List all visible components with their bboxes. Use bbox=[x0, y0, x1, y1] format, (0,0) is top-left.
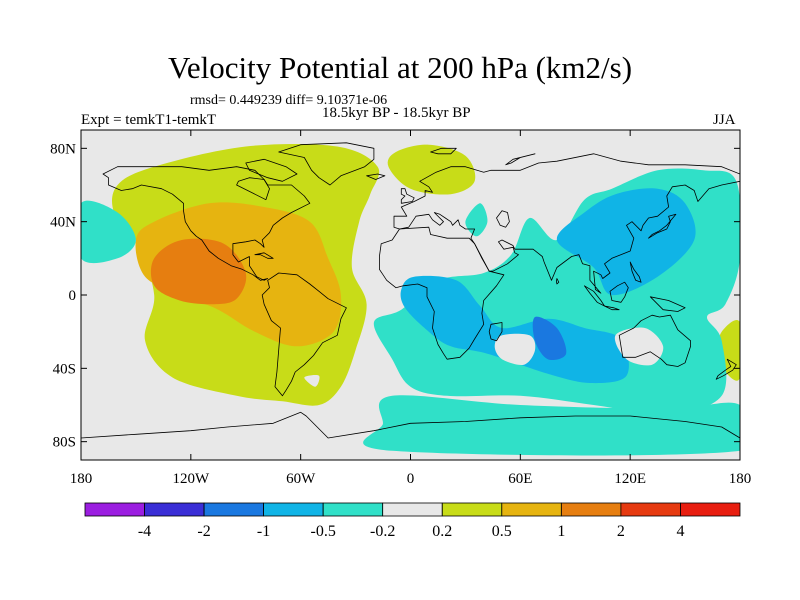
coastline-baffin bbox=[245, 158, 298, 182]
colorbar-swatch bbox=[322, 502, 384, 517]
season-label: JJA bbox=[713, 112, 736, 128]
colorbar-label: -2 bbox=[197, 523, 210, 540]
colorbar-label: 4 bbox=[677, 523, 685, 540]
contour-region-5 bbox=[81, 200, 136, 264]
contour-hole-0 bbox=[494, 333, 536, 366]
experiment-label: Expt = temkT1-temkT bbox=[81, 112, 217, 128]
y-axis: 80N 40N 0 40S 80S bbox=[50, 141, 740, 451]
colorbar-swatch bbox=[144, 502, 205, 517]
colorbar-label: 0.5 bbox=[492, 523, 512, 540]
coastline-antarctica bbox=[81, 411, 740, 439]
y-tick-label: 80S bbox=[53, 435, 76, 451]
coastline-borneo bbox=[609, 281, 629, 303]
x-tick-label: 60W bbox=[286, 471, 316, 487]
colorbar-swatch bbox=[203, 502, 265, 517]
coastline-south-america bbox=[261, 272, 347, 397]
x-tick-label: 0 bbox=[407, 471, 415, 487]
colorbar-swatch bbox=[620, 502, 681, 517]
contour-region-9 bbox=[400, 275, 629, 384]
contour-region-7 bbox=[363, 395, 740, 456]
colorbar-swatch bbox=[561, 502, 622, 517]
y-tick-label: 80N bbox=[50, 141, 76, 157]
colorbar-label: -0.2 bbox=[370, 523, 395, 540]
coastline-philippines bbox=[629, 261, 642, 283]
coastline-hudson-bay bbox=[236, 177, 270, 201]
coastline-iceland bbox=[366, 173, 386, 180]
y-tick-label: 40S bbox=[53, 361, 76, 377]
coastline-layer bbox=[81, 142, 740, 439]
colorbar-swatch bbox=[441, 502, 503, 517]
coastline-new-zealand bbox=[715, 358, 737, 380]
coastline-greenland bbox=[278, 142, 375, 186]
y-tick-label: 0 bbox=[69, 288, 77, 304]
x-axis: 180 120W 60W 0 60E 120E 180 bbox=[70, 130, 752, 487]
coastline-africa bbox=[379, 226, 505, 360]
colorbar: -4 -2 -1 -0.5 -0.2 0.2 0.5 1 2 4 bbox=[84, 502, 741, 540]
colorbar-label: -1 bbox=[257, 523, 270, 540]
colorbar-label: -4 bbox=[138, 523, 151, 540]
colorbar-swatch bbox=[501, 502, 562, 517]
coastline-novaya-zemlya bbox=[505, 153, 536, 166]
contour-region-10 bbox=[556, 188, 696, 296]
colorbar-swatch bbox=[263, 502, 324, 517]
coastline-cuba bbox=[254, 252, 274, 259]
colorbar-swatch bbox=[680, 502, 741, 517]
colorbar-label: 2 bbox=[617, 523, 625, 540]
contour-hole-2 bbox=[304, 375, 320, 387]
coastline-new-guinea bbox=[649, 296, 686, 312]
period-label: 18.5kyr BP - 18.5kyr BP bbox=[322, 105, 471, 121]
coastline-japan bbox=[648, 213, 677, 239]
coastline-svalbard bbox=[430, 147, 457, 155]
colorbar-label: 1 bbox=[557, 523, 565, 540]
contour-region-3 bbox=[387, 144, 476, 195]
coastline-sri-lanka bbox=[556, 278, 560, 285]
contour-region-8 bbox=[465, 203, 488, 237]
contour-hole-1 bbox=[614, 327, 664, 366]
x-tick-label: 120W bbox=[172, 471, 210, 487]
coastline-caspian bbox=[496, 210, 510, 228]
colorbar-swatch bbox=[382, 502, 443, 517]
coastline-eurasia bbox=[393, 153, 740, 294]
stats-label: rmsd= 0.449239 diff= 9.10371e-06 bbox=[190, 93, 388, 108]
x-tick-label: 180 bbox=[729, 471, 752, 487]
coastline-uk bbox=[400, 188, 415, 204]
coastline-java bbox=[604, 305, 620, 311]
colorbar-swatch bbox=[84, 502, 145, 517]
x-tick-label: 60E bbox=[508, 471, 532, 487]
chart-title: Velocity Potential at 200 hPa (km2/s) bbox=[167, 50, 633, 85]
colorbar-label: 0.2 bbox=[432, 523, 452, 540]
y-tick-label: 40N bbox=[50, 215, 76, 231]
x-tick-label: 180 bbox=[70, 471, 93, 487]
coastline-madagascar bbox=[488, 322, 503, 342]
contour-region-2 bbox=[150, 238, 247, 305]
contour-region-11 bbox=[532, 316, 567, 360]
coastline-australia bbox=[618, 314, 691, 367]
x-tick-label: 120E bbox=[614, 471, 646, 487]
colorbar-label: -0.5 bbox=[311, 523, 336, 540]
